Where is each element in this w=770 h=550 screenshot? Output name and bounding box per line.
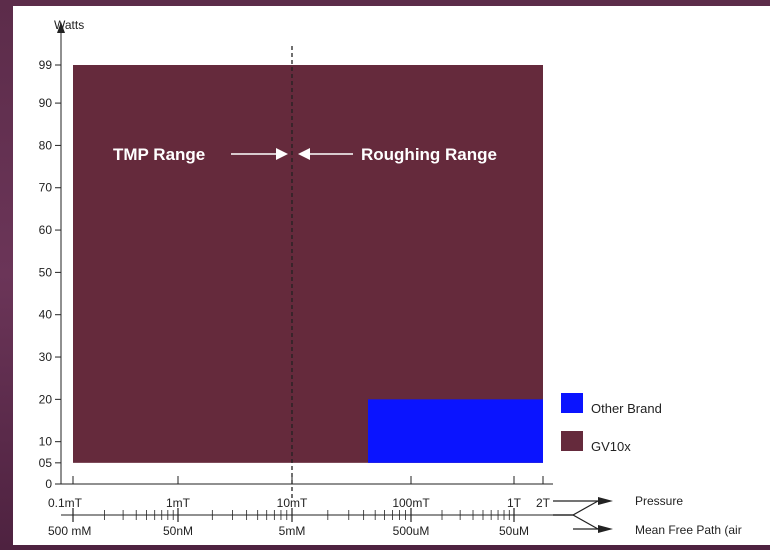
y-tick-label: 40 <box>39 308 53 322</box>
y-tick-label: 0 <box>45 477 52 491</box>
mean-free-path-tick-label: 500uM <box>393 524 430 538</box>
y-axis-ticks: 0 05 10 20 30 40 50 60 70 80 90 99 <box>39 58 61 491</box>
bar-other-brand <box>368 399 543 463</box>
y-axis-arrowhead <box>57 22 65 33</box>
y-tick-label: 20 <box>39 392 53 406</box>
pressure-tick-label: 0.1mT <box>48 496 83 510</box>
roughing-range-label: Roughing Range <box>361 145 497 164</box>
tmp-range-label: TMP Range <box>113 145 205 164</box>
y-tick-label: 80 <box>39 138 53 152</box>
legend-label-gv10x: GV10x <box>591 439 631 454</box>
mean-free-path-tick-label: 50uM <box>499 524 529 538</box>
chart-frame: 0 05 10 20 30 40 50 60 70 80 90 99 500 mM 50nM 5mM 500… <box>13 6 770 545</box>
pressure-tick-label: 10mT <box>277 496 308 510</box>
mean-free-path-ticks: 500 mM 50nM 5mM 500uM 50uM <box>48 508 529 538</box>
pressure-axis-title: Pressure <box>635 494 683 508</box>
mean-free-path-tick-label: 5mM <box>279 524 306 538</box>
y-tick-label: 10 <box>39 435 53 449</box>
legend: Other Brand GV10x <box>561 393 662 454</box>
y-tick-label: 70 <box>39 181 53 195</box>
mean-free-path-tick-label: 50nM <box>163 524 193 538</box>
pressure-tick-label: 2T <box>536 496 551 510</box>
bars <box>73 65 543 463</box>
roughing-range-arrow <box>298 148 353 160</box>
legend-swatch-other-brand <box>561 393 583 413</box>
y-tick-label: 30 <box>39 350 53 364</box>
mean-free-path-axis-title: Mean Free Path (air <box>635 523 742 537</box>
y-tick-label: 05 <box>39 456 53 470</box>
pressure-tick-label: 1T <box>507 496 522 510</box>
mean-free-path-pointer <box>553 500 613 533</box>
y-axis-title: Watts <box>54 18 84 32</box>
legend-label-other-brand: Other Brand <box>591 401 662 416</box>
tmp-range-arrow <box>231 148 288 160</box>
y-tick-label: 90 <box>39 96 53 110</box>
pressure-tick-label: 1mT <box>166 496 191 510</box>
y-tick-label: 60 <box>39 223 53 237</box>
bar-gv10x <box>73 65 543 463</box>
legend-swatch-gv10x <box>561 431 583 451</box>
mean-free-path-tick-label: 500 mM <box>48 524 91 538</box>
y-tick-label: 99 <box>39 58 53 72</box>
pressure-tick-label: 100mT <box>392 496 430 510</box>
pressure-pointer <box>553 497 613 505</box>
pressure-ticks: 0.1mT 1mT 10mT 100mT 1T 2T <box>48 476 551 510</box>
y-tick-label: 50 <box>39 265 53 279</box>
